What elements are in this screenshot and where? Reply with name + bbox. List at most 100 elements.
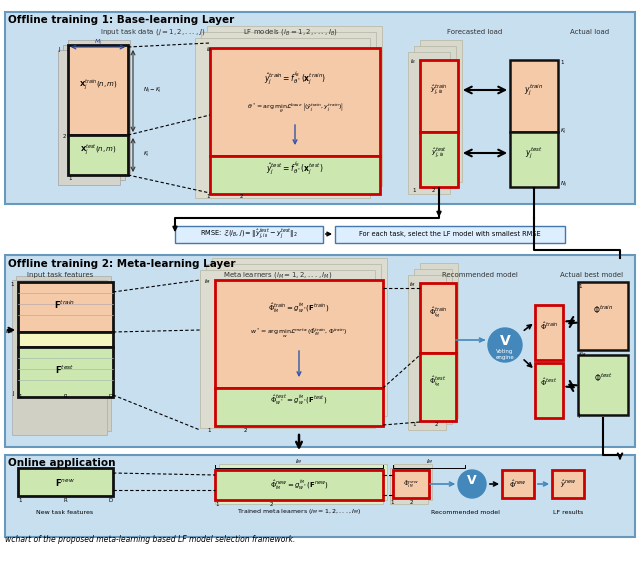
- Text: Input task features: Input task features: [27, 272, 93, 278]
- Text: $M_j$: $M_j$: [93, 38, 102, 48]
- Bar: [210, 48, 380, 156]
- Text: $\hat{\Phi}_{i_M}^{train}=g_{w^*}^{i_M}(\mathbf{F}^{train})$: $\hat{\Phi}_{i_M}^{train}=g_{w^*}^{i_M}(…: [268, 300, 330, 316]
- Text: 1: 1: [207, 428, 211, 433]
- Bar: [68, 135, 128, 175]
- Text: $I_M$: $I_M$: [409, 280, 416, 289]
- Bar: [18, 468, 113, 496]
- Text: $\hat{\Phi}_{i_M}^{new}=g_{w^*}^{i_M}(\mathbf{F}^{new})$: $\hat{\Phi}_{i_M}^{new}=g_{w^*}^{i_M}(\m…: [269, 477, 328, 493]
- Bar: [510, 60, 558, 132]
- Text: 2: 2: [432, 187, 435, 192]
- Text: RMSE: $\mathcal{Z}(i_B,j)=\|\hat{y}_{j,i_B}^{test}-y_j^{test}\|_2$: RMSE: $\mathcal{Z}(i_B,j)=\|\hat{y}_{j,i…: [200, 227, 298, 241]
- Text: 1: 1: [390, 500, 394, 505]
- Text: $\hat{y}_{j,i_B}^{test}$: $\hat{y}_{j,i_B}^{test}$: [431, 146, 447, 160]
- Text: $\Phi^{train}$: $\Phi^{train}$: [593, 304, 613, 316]
- Text: Online application: Online application: [8, 458, 115, 468]
- Bar: [578, 282, 628, 350]
- Text: V: V: [500, 334, 510, 348]
- Text: Voting: Voting: [496, 350, 514, 355]
- Bar: [394, 464, 432, 500]
- Text: Offline training 1: Base-learning Layer: Offline training 1: Base-learning Layer: [8, 15, 234, 25]
- Bar: [206, 264, 381, 422]
- Bar: [16, 276, 111, 431]
- Bar: [420, 40, 462, 182]
- Bar: [63, 45, 125, 180]
- Bar: [58, 50, 120, 185]
- Text: $\mathbf{F}^{new}$: $\mathbf{F}^{new}$: [55, 477, 75, 487]
- Circle shape: [488, 328, 522, 362]
- Text: $\hat{y}_j^{train}=f_{\theta^*}^{i_B}(\mathbf{x}_j^{train})$: $\hat{y}_j^{train}=f_{\theta^*}^{i_B}(\m…: [264, 69, 326, 87]
- Text: 1: 1: [18, 497, 22, 503]
- Text: J: J: [12, 391, 14, 396]
- Text: LF results: LF results: [553, 509, 583, 514]
- Text: 2: 2: [270, 501, 273, 506]
- Text: $K_M$: $K_M$: [578, 351, 587, 359]
- Bar: [408, 275, 446, 430]
- Text: 1: 1: [18, 394, 22, 399]
- Text: New task features: New task features: [36, 509, 93, 514]
- Text: $N_j - K_j$: $N_j - K_j$: [143, 86, 162, 96]
- Text: V: V: [467, 474, 477, 487]
- Text: wchart of the proposed meta-learning based LF model selection framework.: wchart of the proposed meta-learning bas…: [5, 535, 295, 544]
- Text: 2: 2: [63, 134, 67, 139]
- Text: $\hat{\Phi}^{test}$: $\hat{\Phi}^{test}$: [540, 376, 557, 387]
- Bar: [535, 363, 563, 418]
- Text: $I_M$: $I_M$: [204, 277, 211, 287]
- Bar: [5, 12, 635, 204]
- Text: 2: 2: [244, 428, 248, 433]
- Text: 1: 1: [578, 284, 582, 289]
- Bar: [414, 269, 452, 424]
- Circle shape: [458, 470, 486, 498]
- Bar: [18, 347, 113, 397]
- Bar: [201, 32, 376, 192]
- Text: $\hat{\Phi}_{i_M}^{test}$: $\hat{\Phi}_{i_M}^{test}$: [429, 375, 447, 389]
- Bar: [502, 470, 534, 498]
- Bar: [212, 258, 387, 416]
- Text: R: R: [63, 394, 67, 399]
- Text: $\mathbf{X}_j^{train}(n,m)$: $\mathbf{X}_j^{train}(n,m)$: [79, 78, 117, 92]
- Text: $\theta^*=\arg\min_\theta\mathcal{L}^{base}\left[(\hat{y}_j^{train},y_j^{train}): $\theta^*=\arg\min_\theta\mathcal{L}^{ba…: [246, 101, 344, 115]
- Text: 1: 1: [560, 59, 563, 64]
- Text: J: J: [58, 47, 60, 52]
- Text: $K_j$: $K_j$: [143, 150, 150, 160]
- Bar: [420, 60, 458, 132]
- Bar: [12, 280, 107, 435]
- Text: $K_j$: $K_j$: [560, 127, 566, 137]
- Text: J: J: [578, 412, 580, 417]
- Text: $\hat{y}_{j,i_B}^{train}$: $\hat{y}_{j,i_B}^{train}$: [430, 83, 448, 97]
- Text: 2: 2: [435, 421, 438, 426]
- Bar: [5, 455, 635, 537]
- Bar: [420, 353, 456, 421]
- Text: Forecasted load: Forecasted load: [447, 29, 502, 35]
- Bar: [535, 305, 563, 360]
- Bar: [195, 38, 370, 198]
- Bar: [578, 355, 628, 415]
- Text: 1: 1: [10, 283, 14, 288]
- Text: $\hat{\Phi}^{train}$: $\hat{\Phi}^{train}$: [540, 320, 558, 332]
- Bar: [68, 40, 130, 175]
- Bar: [335, 226, 565, 243]
- Text: 1: 1: [413, 187, 416, 192]
- Text: $\hat{y}^{new}$: $\hat{y}^{new}$: [560, 478, 576, 490]
- Text: $\hat{\Phi}_{i_M}^{new}$: $\hat{\Phi}_{i_M}^{new}$: [403, 478, 419, 490]
- Text: D: D: [109, 497, 113, 503]
- Bar: [510, 132, 558, 187]
- Text: 2: 2: [240, 193, 243, 199]
- Text: 1: 1: [413, 421, 416, 426]
- Bar: [219, 464, 387, 500]
- Text: LF models ($i_B=1,2,...,I_B$): LF models ($i_B=1,2,...,I_B$): [243, 27, 337, 37]
- Text: R: R: [63, 497, 67, 503]
- Bar: [68, 45, 128, 135]
- Text: $\mathbf{X}_j^{test}(n,m)$: $\mathbf{X}_j^{test}(n,m)$: [79, 143, 116, 157]
- Text: Actual load: Actual load: [570, 29, 609, 35]
- Text: Recommended model: Recommended model: [442, 272, 518, 278]
- Bar: [18, 332, 113, 347]
- Bar: [18, 282, 113, 332]
- Bar: [420, 263, 458, 418]
- Text: $w^*=\arg\min_w\mathcal{L}^{meta}(\hat{\Phi}_{i_M}^{train},\Phi^{train})$: $w^*=\arg\min_w\mathcal{L}^{meta}(\hat{\…: [250, 327, 348, 340]
- Bar: [200, 270, 375, 428]
- Text: $N_j$: $N_j$: [560, 180, 567, 190]
- Bar: [552, 470, 584, 498]
- Text: 1: 1: [215, 501, 218, 506]
- Text: $I_B$: $I_B$: [206, 46, 212, 55]
- Text: $\hat{y}_j^{test}=f_{\theta^*}^{i_B}(\mathbf{x}_j^{test})$: $\hat{y}_j^{test}=f_{\theta^*}^{i_B}(\ma…: [266, 159, 324, 177]
